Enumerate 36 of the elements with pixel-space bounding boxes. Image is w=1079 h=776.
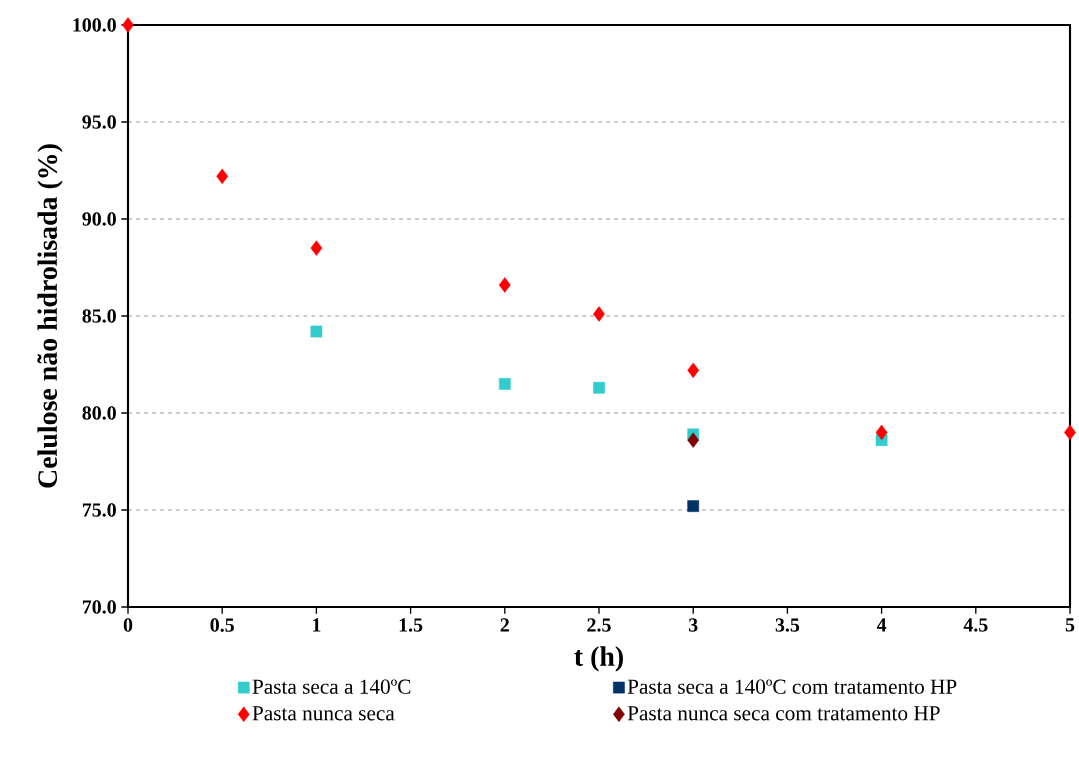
legend-label: Pasta seca a 140ºC [252,679,411,694]
legend-label: Pasta seca a 140ºC com tratamento HP [627,679,957,694]
x-axis-title: t (h) [574,646,623,672]
y-tick-label: 70.0 [82,600,116,614]
legend-label: Pasta nunca seca [252,706,395,721]
point [687,500,700,512]
y-tick-label: 100.0 [73,18,116,32]
x-tick-label: 2 [500,618,509,632]
point [593,306,605,322]
point [498,378,511,390]
y-tick-label: 75.0 [82,503,116,517]
x-tick-label: 3.5 [775,618,800,632]
point [310,325,323,338]
y-axis-title: Celulose não hidrolisada (%) [37,144,63,488]
point [875,424,888,441]
x-tick-label: 1.5 [399,618,423,632]
point [310,240,323,256]
point [687,432,700,448]
point [122,17,134,33]
x-tick-label: 0 [123,618,133,632]
point [216,168,229,185]
point [687,362,700,379]
y-tick-label: 90.0 [82,212,116,226]
legend-label: Pasta nunca seca com tratamento HP [627,706,940,721]
x-tick-label: 4.5 [963,618,988,632]
y-tick-label: 85.0 [82,309,116,323]
x-tick-label: 0.5 [210,618,234,632]
x-tick-label: 4 [876,618,887,632]
point [498,277,511,293]
y-tick-label: 95.0 [82,115,116,129]
x-tick-label: 1 [313,618,321,632]
x-tick-label: 2.5 [587,618,611,632]
y-tick-label: 80.0 [82,406,116,420]
point [593,381,605,394]
x-tick-label: 5 [1065,618,1075,632]
x-tick-label: 3 [688,618,698,632]
